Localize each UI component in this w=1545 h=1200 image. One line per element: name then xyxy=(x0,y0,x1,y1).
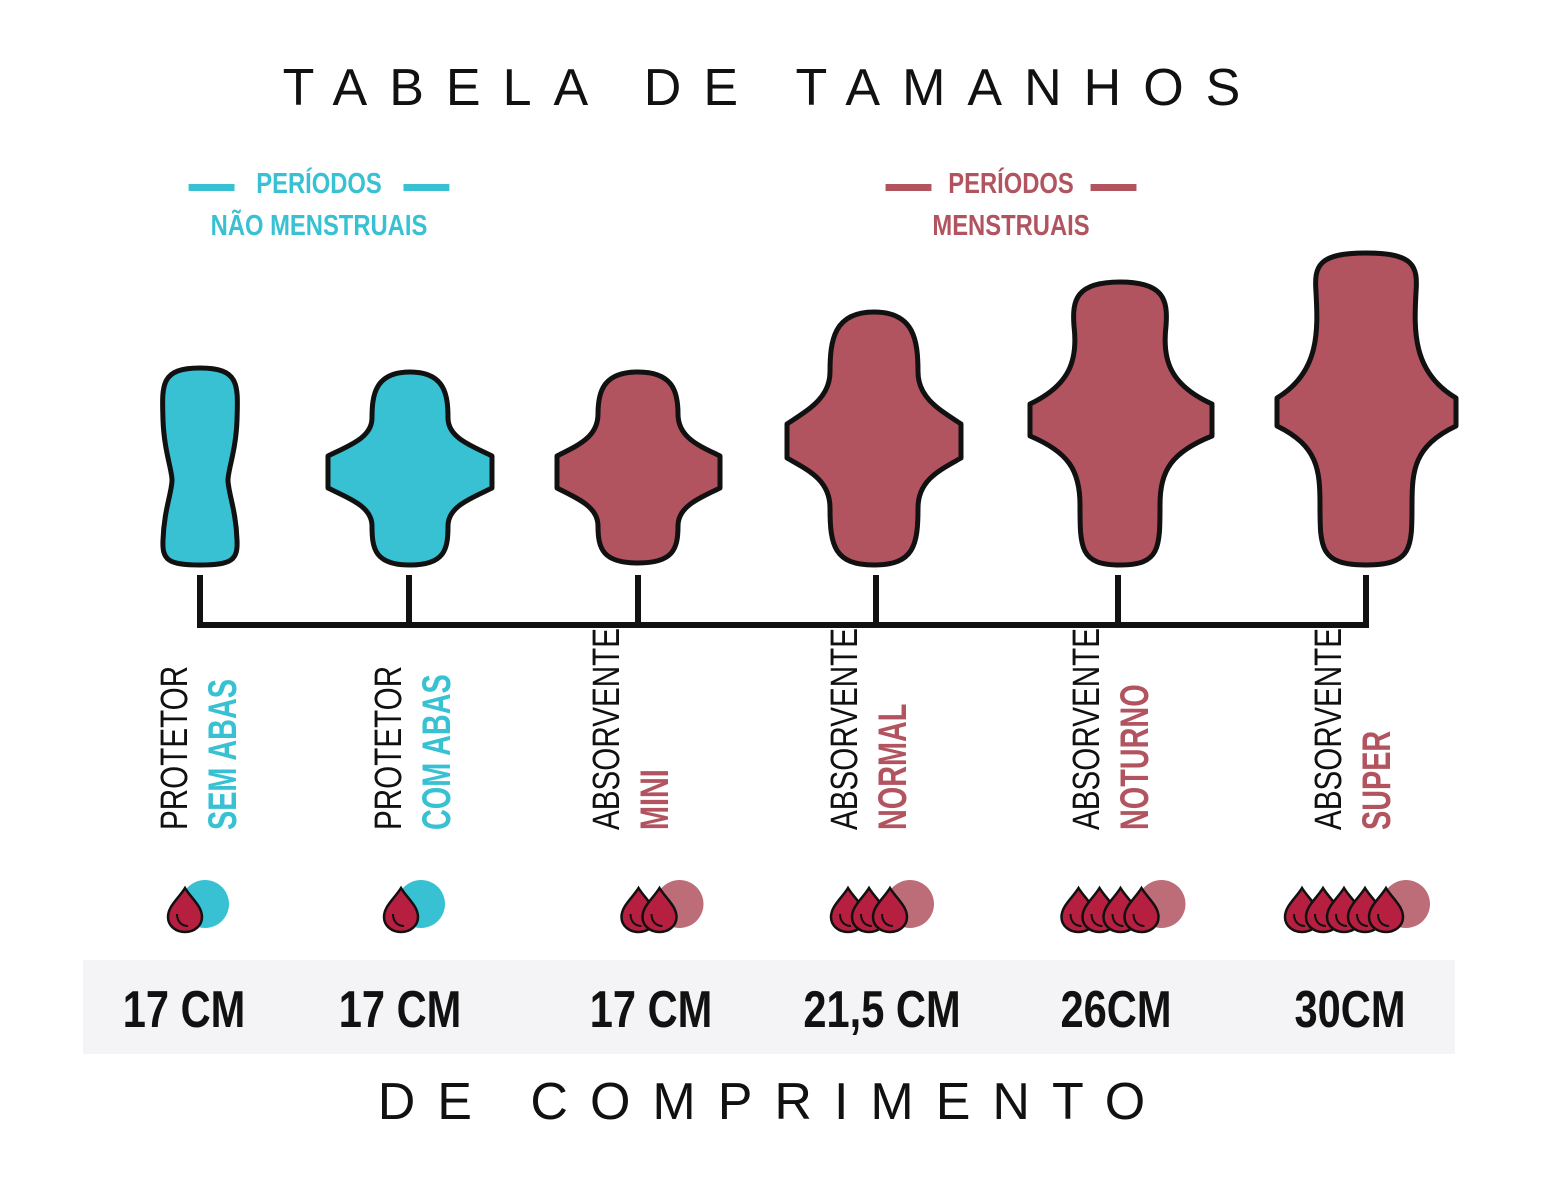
drop-highlight xyxy=(1335,913,1348,927)
drop-icon xyxy=(871,885,909,934)
drop-group xyxy=(620,880,704,934)
drop-icon xyxy=(382,885,420,934)
product-type: ABSORVENTE xyxy=(1308,627,1350,830)
drop-highlight xyxy=(1377,913,1390,927)
drop-group xyxy=(382,880,445,934)
connector-bracket xyxy=(197,575,1369,628)
label-absorvente-mini: ABSORVENTE MINI xyxy=(584,628,677,831)
drop-highlight xyxy=(176,913,189,927)
legend-non-menstrual: PERÍODOS NÃO MENSTRUAIS xyxy=(188,163,450,247)
size-value: 17 CM xyxy=(338,981,462,1039)
label-protetor-sem-abas: PROTETOR SEM ABAS xyxy=(152,666,245,831)
drop-highlight xyxy=(839,913,852,927)
legend-line-1: PERÍODOS xyxy=(948,168,1074,200)
legend-line-2: MENSTRUAIS xyxy=(932,210,1090,242)
product-type: ABSORVENTE xyxy=(824,627,866,830)
label-protetor-com-abas: PROTETOR COM ABAS xyxy=(366,666,459,831)
pad-mini-icon xyxy=(554,369,723,566)
product-name: NORMAL xyxy=(871,703,915,830)
drop-group xyxy=(166,880,229,934)
absorbency-drops xyxy=(166,880,1430,934)
product-name: SEM ABAS xyxy=(201,679,245,830)
drop-highlight xyxy=(1132,913,1145,927)
product-type: ABSORVENTE xyxy=(1066,627,1108,830)
drop-icon xyxy=(1367,885,1405,934)
size-band xyxy=(83,960,1455,1054)
product-type: PROTETOR xyxy=(154,665,196,830)
product-type: ABSORVENTE xyxy=(586,627,628,830)
drop-group xyxy=(1283,880,1430,934)
drop-highlight xyxy=(1293,913,1306,927)
drop-highlight xyxy=(1314,913,1327,927)
legend-menstrual: PERÍODOS MENSTRUAIS xyxy=(885,163,1137,247)
product-name: NOTURNO xyxy=(1113,684,1157,830)
size-value: 30CM xyxy=(1294,981,1406,1039)
label-absorvente-normal: ABSORVENTE NORMAL xyxy=(822,628,915,831)
pad-night-icon xyxy=(1027,279,1215,568)
drop-highlight xyxy=(1069,913,1082,927)
drop-group xyxy=(829,880,934,934)
legend-dash-left xyxy=(188,184,235,191)
drop-highlight xyxy=(1111,913,1124,927)
panty-liner-with-wings-icon xyxy=(325,369,495,568)
legend-dash-right xyxy=(1090,184,1137,191)
product-name: SUPER xyxy=(1355,730,1399,830)
panty-liner-no-wings-icon xyxy=(160,365,240,568)
drop-icon xyxy=(641,885,678,934)
page-title: TABELA DE TAMANHOS xyxy=(282,59,1263,117)
drop-icon xyxy=(1123,885,1160,934)
size-value: 17 CM xyxy=(122,981,246,1039)
drop-group xyxy=(1060,880,1186,934)
legend-line-1: PERÍODOS xyxy=(256,168,382,200)
drop-highlight xyxy=(650,913,663,927)
legend-dash-left xyxy=(885,184,932,191)
size-value: 17 CM xyxy=(589,981,713,1039)
pad-super-icon xyxy=(1274,250,1459,568)
pad-normal-icon xyxy=(784,309,964,568)
drop-highlight xyxy=(881,913,894,927)
label-absorvente-super: ABSORVENTE SUPER xyxy=(1306,628,1399,831)
product-name: COM ABAS xyxy=(415,674,459,830)
product-type: PROTETOR xyxy=(368,665,410,830)
drop-highlight xyxy=(1356,913,1369,927)
size-value: 26CM xyxy=(1060,981,1172,1039)
drop-icon xyxy=(166,885,204,934)
label-absorvente-noturno: ABSORVENTE NOTURNO xyxy=(1064,628,1157,831)
drop-highlight xyxy=(629,913,642,927)
drop-highlight xyxy=(1090,913,1103,927)
size-value: 21,5 CM xyxy=(803,981,961,1039)
drop-highlight xyxy=(860,913,873,927)
product-name: MINI xyxy=(633,769,677,830)
footer-caption: DE COMPRIMENTO xyxy=(377,1073,1168,1131)
drop-highlight xyxy=(392,913,405,927)
legend-dash-right xyxy=(403,184,450,191)
legend-line-2: NÃO MENSTRUAIS xyxy=(210,210,428,242)
